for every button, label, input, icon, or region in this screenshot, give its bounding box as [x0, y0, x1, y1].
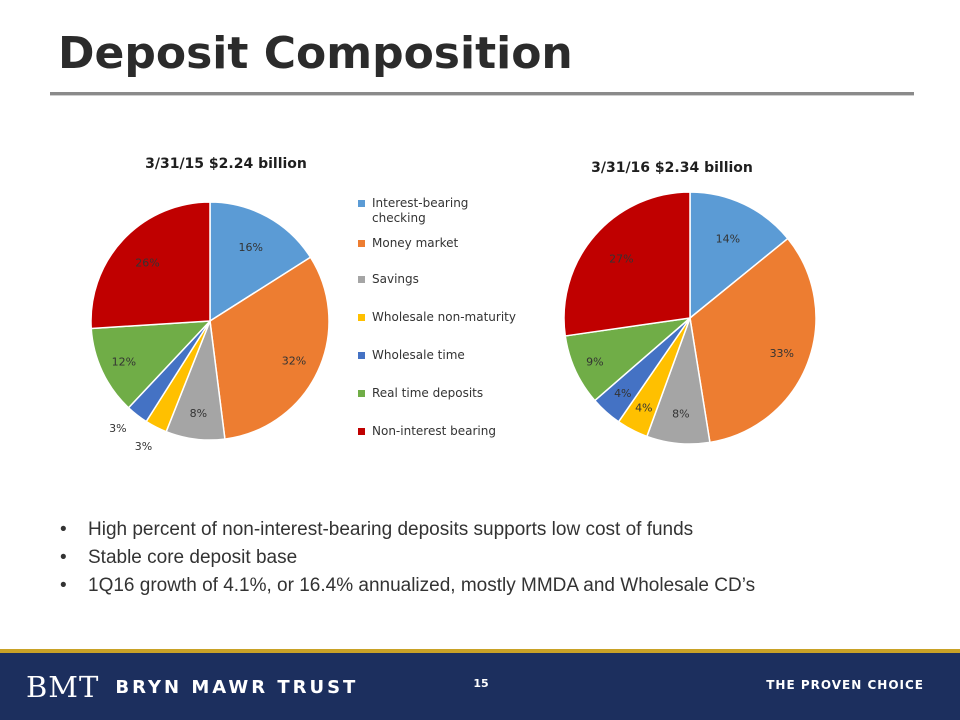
legend-label: Money market [372, 236, 459, 250]
pie-slice-2016-non-interest-bearing [563, 191, 691, 337]
footer-bar: BMT BRYN MAWR TRUST 15 THE PROVEN CHOICE [0, 653, 960, 720]
legend-swatch [358, 240, 365, 247]
data-label-2016-interest-bearing-checking: 14% [716, 232, 740, 245]
pie-slice-2016-money-market [689, 237, 817, 444]
data-label-2016-savings: 8% [672, 407, 689, 420]
legend-swatch [358, 200, 365, 207]
data-label-2016-non-interest-bearing: 27% [609, 253, 633, 266]
pie-slice-2016-interest-bearing-checking [689, 191, 789, 320]
pie-slice-2015-real-time-deposits [90, 320, 212, 409]
pie-charts: 3/31/15 $2.24 billion 16% 32% 8% 3% 3% 12% 26%… [90, 156, 817, 453]
legend-swatch [358, 352, 365, 359]
legend-label: Savings [372, 272, 419, 286]
chart-title-2016: 3/31/16 $2.34 billion [591, 160, 753, 176]
page-number: 15 [473, 677, 489, 690]
pie-chart-2015: 3/31/15 $2.24 billion 16% 32% 8% 3% 3% 12% 26% [90, 156, 330, 453]
legend-swatch [358, 314, 365, 321]
legend-label: Wholesale time [372, 348, 465, 362]
slide-title: Deposit Composition [58, 28, 573, 79]
pie-slice-2015-interest-bearing-checking [209, 201, 312, 323]
title-divider [50, 92, 914, 96]
footer-accent-line [0, 649, 960, 653]
legend-label: Non-interest bearing [372, 424, 496, 438]
data-label-2016-wholesale-non-maturity: 4% [635, 402, 652, 415]
bullet-list: High percent of non-interest-bearing dep… [58, 516, 918, 600]
bullet-item: 1Q16 growth of 4.1%, or 16.4% annualized… [58, 572, 918, 600]
legend-swatch [358, 390, 365, 397]
pie-slice-2015-non-interest-bearing [90, 201, 211, 330]
chart-title-2015: 3/31/15 $2.24 billion [145, 156, 307, 172]
pie-chart-2016: 3/31/16 $2.34 billion 14% 33% 8% 4% 4% 9% 27% [563, 160, 817, 445]
legend-label: Real time deposits [372, 386, 484, 400]
legend-swatch [358, 276, 365, 283]
data-label-2016-wholesale-time: 4% [614, 387, 631, 400]
logo-mark: BMT [26, 670, 100, 704]
company-logo: BMT BRYN MAWR TRUST [26, 670, 358, 704]
legend-label: Interest-bearing checking [372, 196, 469, 225]
data-label-2016-real-time-deposits: 9% [586, 355, 603, 368]
data-label-2015-wholesale-non-maturity: 3% [135, 440, 152, 453]
tagline: THE PROVEN CHOICE [766, 678, 924, 692]
data-label-2015-interest-bearing-checking: 16% [238, 241, 262, 254]
data-label-2015-savings: 8% [190, 407, 207, 420]
data-label-2015-real-time-deposits: 12% [112, 356, 136, 369]
bullet-item: High percent of non-interest-bearing dep… [58, 516, 918, 544]
data-label-2016-money-market: 33% [770, 347, 794, 360]
legend-swatch [358, 428, 365, 435]
data-label-2015-non-interest-bearing: 26% [135, 256, 159, 269]
pie-slice-2015-money-market [209, 256, 330, 440]
legend-label: Wholesale non-maturity [372, 310, 516, 324]
data-label-2015-wholesale-time: 3% [109, 422, 126, 435]
bullet-item: Stable core deposit base [58, 544, 918, 572]
data-label-2015-money-market: 32% [282, 355, 306, 368]
logo-name: BRYN MAWR TRUST [115, 676, 359, 698]
